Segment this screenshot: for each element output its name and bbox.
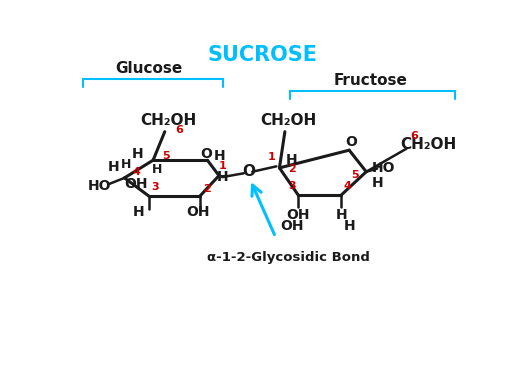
Text: 4: 4 [344, 180, 352, 191]
Text: OH: OH [186, 205, 210, 219]
Text: Glucose: Glucose [116, 61, 183, 76]
Text: 2: 2 [203, 184, 211, 194]
Text: H: H [121, 157, 131, 171]
Text: CH₂OH: CH₂OH [140, 113, 197, 128]
Text: O: O [200, 147, 212, 161]
Text: H: H [133, 205, 144, 219]
Text: 5: 5 [352, 170, 359, 180]
Text: 5: 5 [162, 150, 169, 161]
Text: OH: OH [124, 177, 148, 191]
Text: 6: 6 [410, 131, 418, 141]
Text: 1: 1 [268, 152, 275, 162]
Text: H: H [108, 160, 119, 174]
Text: H: H [371, 176, 383, 190]
Text: H: H [217, 170, 229, 184]
Text: H: H [214, 149, 226, 163]
Text: HO: HO [372, 161, 395, 175]
Text: H: H [152, 163, 162, 176]
Text: H: H [344, 219, 355, 233]
Text: 3: 3 [152, 182, 159, 192]
Text: O: O [345, 135, 357, 149]
Text: CH₂OH: CH₂OH [261, 113, 317, 128]
Text: α-1-2-Glycosidic Bond: α-1-2-Glycosidic Bond [207, 251, 370, 265]
Text: 2: 2 [288, 164, 296, 175]
Text: Fructose: Fructose [333, 72, 407, 87]
Text: 6: 6 [175, 125, 183, 135]
Text: SUCROSE: SUCROSE [207, 45, 317, 65]
Text: O: O [242, 164, 255, 179]
Text: 1: 1 [219, 161, 227, 171]
Text: CH₂OH: CH₂OH [400, 137, 456, 152]
Text: OH: OH [286, 208, 310, 222]
Text: HO: HO [88, 179, 112, 193]
Text: OH: OH [280, 219, 304, 233]
Text: 3: 3 [288, 180, 295, 191]
Text: H: H [286, 153, 297, 167]
Text: H: H [336, 208, 347, 222]
Text: H: H [132, 147, 143, 161]
Text: 4: 4 [133, 167, 141, 177]
